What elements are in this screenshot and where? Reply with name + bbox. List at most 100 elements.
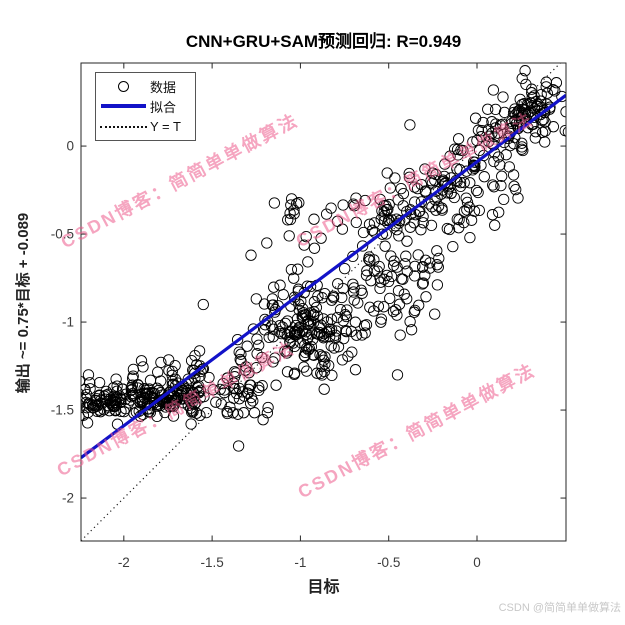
data-point bbox=[486, 116, 498, 128]
data-point bbox=[336, 291, 348, 304]
data-point bbox=[166, 375, 178, 387]
data-point bbox=[300, 326, 312, 338]
fit-line-icon bbox=[100, 104, 146, 109]
data-point bbox=[348, 200, 360, 212]
data-point bbox=[348, 294, 360, 306]
data-point bbox=[529, 132, 541, 144]
data-point bbox=[461, 196, 474, 209]
data-point bbox=[308, 242, 321, 254]
data-point bbox=[235, 348, 247, 360]
data-point bbox=[81, 417, 94, 429]
data-point bbox=[346, 346, 358, 358]
data-point bbox=[221, 407, 234, 420]
data-point bbox=[81, 383, 91, 396]
data-point bbox=[528, 90, 540, 102]
data-point bbox=[403, 171, 416, 183]
data-point bbox=[248, 407, 261, 419]
data-point bbox=[470, 184, 483, 197]
data-point bbox=[315, 232, 327, 244]
data-point bbox=[368, 217, 381, 229]
data-point bbox=[336, 223, 349, 235]
data-point bbox=[516, 137, 528, 149]
data-point bbox=[447, 240, 459, 253]
data-point bbox=[460, 165, 473, 177]
data-point bbox=[427, 167, 439, 179]
data-point bbox=[417, 261, 429, 273]
data-point bbox=[203, 371, 215, 384]
data-point bbox=[82, 369, 95, 381]
data-point bbox=[492, 151, 505, 163]
data-point bbox=[270, 379, 282, 391]
data-point bbox=[392, 285, 405, 297]
data-point bbox=[384, 292, 396, 305]
data-point bbox=[321, 316, 333, 328]
data-point bbox=[285, 263, 298, 276]
data-point bbox=[359, 194, 371, 207]
y-tick-label: 0 bbox=[66, 139, 74, 154]
data-point bbox=[408, 181, 421, 193]
data-point bbox=[391, 309, 403, 321]
x-tick-label: -2 bbox=[118, 555, 130, 570]
data-point bbox=[393, 230, 405, 242]
data-point bbox=[329, 329, 342, 341]
data-point bbox=[319, 358, 331, 370]
data-point bbox=[525, 97, 538, 109]
data-point bbox=[363, 253, 375, 265]
data-point bbox=[375, 313, 388, 325]
data-point bbox=[288, 368, 300, 381]
data-point bbox=[194, 409, 206, 422]
data-point bbox=[417, 277, 429, 289]
data-point bbox=[324, 331, 336, 343]
data-point bbox=[305, 307, 317, 319]
data-point bbox=[250, 362, 262, 374]
fit-line bbox=[81, 93, 566, 460]
data-point bbox=[336, 354, 349, 366]
data-point bbox=[424, 257, 436, 269]
data-point bbox=[302, 256, 314, 268]
data-point bbox=[111, 393, 123, 405]
data-point bbox=[472, 186, 484, 199]
data-point bbox=[320, 208, 333, 220]
data-point bbox=[526, 83, 538, 95]
data-point bbox=[268, 281, 280, 293]
data-point bbox=[281, 329, 293, 341]
data-point bbox=[193, 345, 206, 357]
data-point bbox=[433, 252, 445, 265]
axes-box bbox=[80, 62, 567, 542]
data-point bbox=[478, 171, 490, 183]
data-point bbox=[127, 370, 139, 382]
data-point bbox=[534, 108, 547, 121]
data-point bbox=[376, 228, 388, 240]
data-point bbox=[547, 121, 560, 133]
data-point bbox=[417, 217, 429, 229]
data-point bbox=[373, 260, 385, 273]
data-point bbox=[281, 347, 293, 359]
data-point bbox=[304, 280, 317, 293]
data-point bbox=[348, 282, 360, 294]
data-point bbox=[155, 356, 167, 369]
data-point bbox=[316, 329, 328, 342]
data-point bbox=[384, 182, 396, 194]
data-point bbox=[425, 175, 437, 187]
data-point bbox=[431, 245, 443, 257]
data-point bbox=[347, 198, 360, 210]
data-point bbox=[398, 288, 410, 300]
data-point bbox=[84, 399, 96, 411]
data-point bbox=[235, 355, 247, 367]
data-point bbox=[494, 119, 507, 131]
data-point bbox=[455, 144, 467, 156]
data-point bbox=[483, 130, 495, 142]
data-point bbox=[465, 214, 478, 226]
data-point bbox=[91, 400, 103, 412]
axis-ticks bbox=[81, 63, 566, 541]
data-point bbox=[233, 346, 245, 358]
data-point bbox=[189, 349, 201, 362]
data-point bbox=[372, 300, 385, 312]
data-point bbox=[458, 176, 470, 189]
legend-label-identity: Y = T bbox=[150, 119, 181, 135]
data-point bbox=[444, 150, 456, 162]
data-point bbox=[268, 197, 281, 209]
data-point bbox=[115, 405, 127, 418]
data-point bbox=[326, 294, 338, 306]
